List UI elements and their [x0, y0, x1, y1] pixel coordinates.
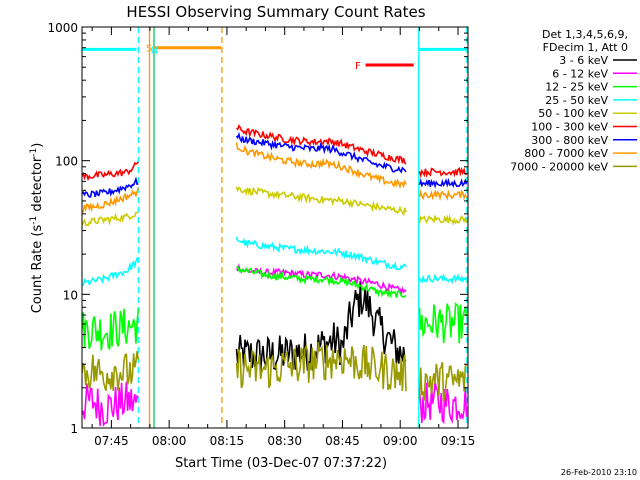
- series-trace: [235, 281, 407, 372]
- series-trace: [235, 342, 407, 392]
- series-trace: [418, 362, 468, 402]
- x-tick-label: 09:15: [441, 434, 476, 448]
- series-trace: [418, 188, 468, 202]
- legend-entry-label: 300 - 800 keV: [531, 134, 608, 147]
- y-axis-label-part: Count Rate (s: [30, 225, 45, 314]
- series-trace: [235, 186, 407, 217]
- series-trace: [418, 213, 468, 226]
- legend-header-line: FDecim 1, Att 0: [543, 41, 628, 54]
- y-axis-label: Count Rate (s-1 detector-1): [29, 143, 45, 314]
- status-label: F: [355, 61, 361, 72]
- legend-entry-label: 100 - 300 keV: [531, 121, 608, 134]
- x-tick-label: 09:00: [383, 434, 418, 448]
- legend: Det 1,3,4,5,6,9,FDecim 1, Att 03 - 6 keV…: [510, 28, 637, 173]
- series-trace: [82, 257, 139, 286]
- legend-entry-label: 7000 - 20000 keV: [510, 160, 608, 173]
- x-tick-label: 08:15: [210, 434, 245, 448]
- legend-header-line: Det 1,3,4,5,6,9,: [542, 28, 628, 41]
- y-axis-label-part: detector: [30, 156, 45, 216]
- series-trace: [235, 142, 407, 190]
- chart-title: HESSI Observing Summary Count Rates: [126, 3, 425, 21]
- series-trace: [418, 381, 468, 425]
- y-tick-label: 10: [63, 288, 78, 302]
- series-trace: [235, 236, 407, 271]
- series-trace: [82, 211, 139, 227]
- legend-entry-label: 800 - 7000 keV: [524, 147, 608, 160]
- series-trace: [235, 124, 407, 165]
- series-trace: [82, 308, 140, 351]
- legend-entry-label: 6 - 12 keV: [552, 67, 608, 80]
- status-label: S: [146, 44, 152, 55]
- x-axis-label: Start Time (03-Dec-07 07:37:22): [175, 456, 387, 471]
- y-axis-label-exponent: -1: [29, 148, 39, 157]
- series-trace: [418, 302, 468, 344]
- series-trace: [82, 161, 139, 182]
- series-trace: [235, 131, 407, 174]
- series-trace: [82, 350, 140, 392]
- legend-entry-label: 12 - 25 keV: [545, 81, 608, 94]
- series-trace: [82, 187, 140, 213]
- series-trace: [418, 166, 467, 179]
- y-axis-label-exponent: -1: [29, 216, 39, 225]
- series-trace: [236, 265, 407, 299]
- legend-entry-label: 3 - 6 keV: [559, 54, 608, 67]
- x-tick-label: 08:00: [152, 434, 187, 448]
- series-trace: [418, 272, 468, 285]
- timestamp-footer: 26-Feb-2010 23:10: [561, 468, 637, 477]
- y-tick-label: 100: [55, 155, 78, 169]
- series-trace: [418, 177, 468, 189]
- y-tick-label: 1: [70, 422, 78, 436]
- plot-frame: [81, 26, 469, 429]
- legend-entry-label: 25 - 50 keV: [545, 94, 608, 107]
- x-tick-label: 08:45: [325, 434, 360, 448]
- y-axis-label-part: ): [30, 143, 45, 148]
- status-label: N: [151, 45, 158, 56]
- series-trace: [82, 176, 139, 198]
- x-tick-label: 08:30: [267, 434, 302, 448]
- legend-entry-label: 50 - 100 keV: [538, 107, 608, 120]
- series-trace: [82, 381, 139, 428]
- y-tick-label: 1000: [47, 21, 78, 35]
- x-tick-label: 07:45: [94, 434, 129, 448]
